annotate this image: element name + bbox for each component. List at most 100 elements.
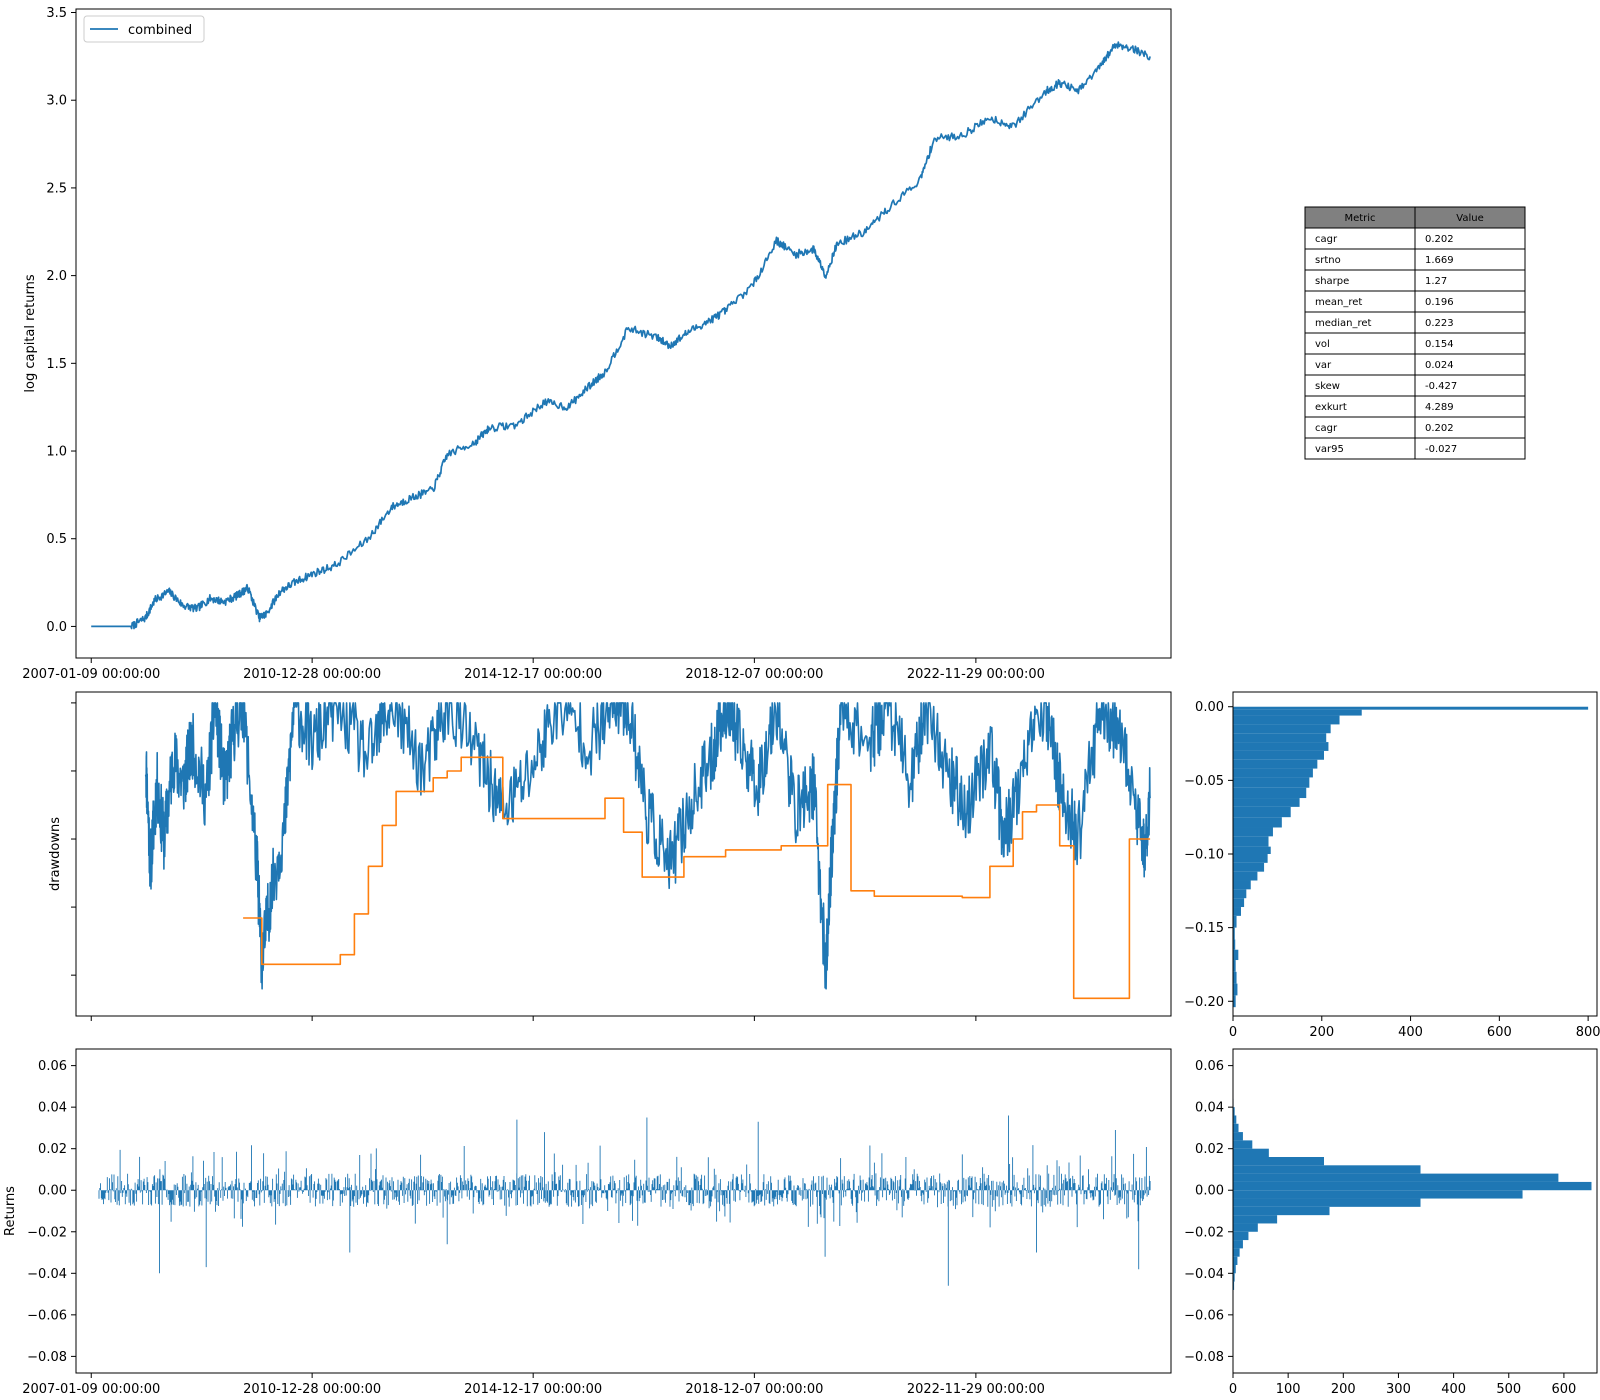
y-tick-label: −0.06 bbox=[27, 1308, 67, 1323]
x-tick-label: 300 bbox=[1386, 1382, 1411, 1397]
metric-value: 0.024 bbox=[1425, 360, 1454, 371]
y-tick-label: −0.04 bbox=[1184, 1267, 1224, 1282]
histogram-bar bbox=[1233, 846, 1271, 854]
histogram-bar bbox=[1233, 983, 1238, 996]
histogram-bar bbox=[1233, 1248, 1240, 1257]
y-tick-label: 3.5 bbox=[46, 6, 67, 21]
histogram-bar bbox=[1233, 898, 1245, 908]
y-tick-label: 2.5 bbox=[46, 181, 67, 196]
x-tick-label: 2007-01-09 00:00:00 bbox=[22, 1382, 160, 1397]
table-cell bbox=[1414, 437, 1526, 460]
histogram-bar bbox=[1233, 1240, 1243, 1249]
x-tick-label: 2007-01-09 00:00:00 bbox=[22, 667, 160, 682]
drawdown-series-line bbox=[144, 702, 1151, 990]
y-tick-label: −0.04 bbox=[27, 1267, 67, 1282]
histogram-bar bbox=[1233, 1281, 1235, 1290]
histogram-bar bbox=[1233, 889, 1247, 899]
max-drawdown-series-line bbox=[243, 756, 1151, 1000]
metric-name: mean_ret bbox=[1315, 297, 1362, 308]
y-tick-label: 0.0 bbox=[46, 620, 67, 635]
histogram-bar bbox=[1233, 1148, 1269, 1157]
x-tick-label: 600 bbox=[1551, 1382, 1576, 1397]
histogram-bar bbox=[1233, 915, 1237, 928]
equity-chart: 0.0 0.5 1.0 1.5 2.0 2.5 3.0 3.5 2007-01-09 00:00… bbox=[22, 6, 1172, 682]
y-tick-label: 0.02 bbox=[1195, 1142, 1224, 1157]
histogram-bar bbox=[1233, 1265, 1236, 1274]
y-tick-label: 0.00 bbox=[38, 1184, 67, 1199]
histogram-bar bbox=[1233, 949, 1239, 961]
y-tick-label: −0.08 bbox=[1184, 1350, 1224, 1365]
metric-name: var bbox=[1315, 360, 1332, 371]
y-axis-label: drawdowns bbox=[48, 817, 63, 891]
y-tick-label: 0.00 bbox=[1195, 1184, 1224, 1199]
histogram-bar bbox=[1233, 880, 1251, 890]
histogram-bar bbox=[1233, 724, 1331, 734]
y-tick-label: 0.06 bbox=[1195, 1059, 1224, 1074]
metric-value: 1.27 bbox=[1425, 276, 1447, 287]
histogram-bar bbox=[1233, 1256, 1238, 1265]
returns-chart: 0.06 0.04 0.02 0.00 −0.02 −0.04 −0.06 −0.08 2007… bbox=[3, 1048, 1172, 1397]
histogram-bar bbox=[1233, 907, 1241, 916]
y-tick-label: 0.04 bbox=[38, 1101, 67, 1116]
y-tick-label: −0.08 bbox=[27, 1350, 67, 1365]
y-tick-label: −0.20 bbox=[1184, 995, 1224, 1010]
y-tick-label: 2.0 bbox=[46, 269, 67, 284]
y-tick-label: 1.0 bbox=[46, 445, 67, 460]
returns-bars bbox=[98, 1115, 1151, 1286]
legend-entry: combined bbox=[128, 23, 192, 38]
y-axis-label: Returns bbox=[3, 1186, 18, 1236]
histogram-bar bbox=[1233, 706, 1589, 710]
histogram-bar bbox=[1233, 750, 1324, 760]
metric-value: 0.154 bbox=[1425, 339, 1454, 350]
histogram-bar bbox=[1233, 827, 1273, 837]
y-tick-label: 1.5 bbox=[46, 357, 67, 372]
metric-value: -0.027 bbox=[1425, 444, 1457, 455]
x-tick-label: 2022-11-29 00:00:00 bbox=[907, 667, 1045, 682]
metric-value: 0.223 bbox=[1425, 318, 1454, 329]
metric-value: 0.196 bbox=[1425, 297, 1454, 308]
histogram-bar bbox=[1233, 1157, 1324, 1166]
drawdowns-chart: drawdowns bbox=[48, 691, 1172, 1021]
x-tick-label: 800 bbox=[1576, 1025, 1600, 1040]
y-tick-label: −0.15 bbox=[1184, 921, 1224, 936]
legend-box bbox=[83, 15, 205, 43]
y-tick-label: −0.02 bbox=[1184, 1225, 1224, 1240]
y-tick-label: −0.02 bbox=[27, 1225, 67, 1240]
metric-value: -0.427 bbox=[1425, 381, 1457, 392]
metric-name: median_ret bbox=[1315, 318, 1372, 329]
table-header-label: Metric bbox=[1344, 213, 1375, 224]
histogram-bar bbox=[1233, 1215, 1278, 1224]
histogram-bar bbox=[1233, 995, 1236, 1008]
histogram-bar bbox=[1233, 971, 1237, 984]
equity-plot-area bbox=[75, 8, 1172, 659]
returns-histogram-plot-area bbox=[1232, 1048, 1598, 1374]
metric-name: var95 bbox=[1315, 444, 1344, 455]
histogram-bar bbox=[1233, 854, 1268, 863]
x-tick-label: 100 bbox=[1276, 1382, 1301, 1397]
x-tick-label: 2022-11-29 00:00:00 bbox=[907, 1382, 1045, 1397]
histogram-bar bbox=[1233, 1273, 1235, 1282]
histogram-bar bbox=[1233, 1206, 1330, 1216]
y-tick-label: 0.02 bbox=[38, 1142, 67, 1157]
histogram-bar bbox=[1233, 768, 1313, 778]
histogram-bar bbox=[1233, 1132, 1243, 1141]
histogram-bar bbox=[1233, 836, 1269, 847]
x-tick-label: 400 bbox=[1398, 1025, 1423, 1040]
equity-series-line bbox=[91, 41, 1151, 630]
metric-value: 4.289 bbox=[1425, 402, 1454, 413]
histogram-bar bbox=[1233, 817, 1282, 828]
y-tick-label: −0.05 bbox=[1184, 774, 1224, 789]
x-tick-label: 2014-12-17 00:00:00 bbox=[464, 1382, 602, 1397]
histogram-bar bbox=[1233, 715, 1340, 725]
returns-histogram-chart: 0.06 0.04 0.02 0.00 −0.02 −0.04 −0.06 −0.08 0 100… bbox=[1184, 1048, 1598, 1397]
y-tick-label: −0.10 bbox=[1184, 848, 1224, 863]
metric-name: cagr bbox=[1315, 423, 1338, 434]
histogram-bar bbox=[1233, 798, 1300, 807]
y-tick-label: 0.06 bbox=[38, 1059, 67, 1074]
x-tick-label: 600 bbox=[1487, 1025, 1512, 1040]
histogram-bar bbox=[1233, 871, 1258, 881]
metric-value: 1.669 bbox=[1425, 255, 1454, 266]
metric-name: sharpe bbox=[1315, 276, 1349, 287]
metric-name: srtno bbox=[1315, 255, 1341, 266]
x-tick-label: 2014-12-17 00:00:00 bbox=[464, 667, 602, 682]
